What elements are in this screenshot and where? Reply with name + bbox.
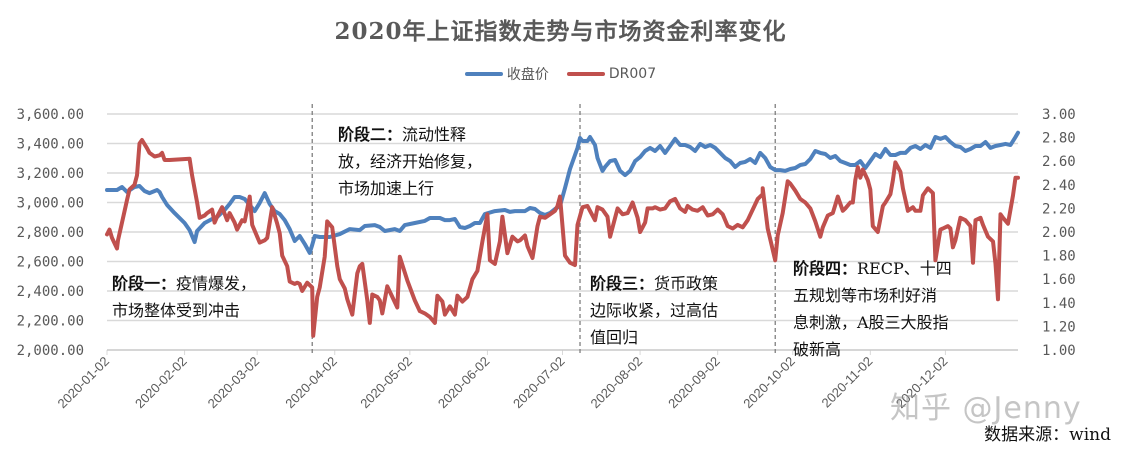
y-left-tick: 3,000.00 [17, 196, 84, 212]
legend-swatch-blue [464, 72, 503, 76]
y-left-tick: 2,000.00 [17, 343, 84, 359]
y-right-tick: 2.00 [1042, 225, 1076, 241]
annotation-head: 阶段二： [338, 125, 403, 144]
y-left-tick: 2,600.00 [17, 255, 84, 271]
annotation-phase-1: 阶段一：疫情爆发， 市场整体受到冲击 [112, 270, 256, 324]
y-right-tick: 2.40 [1042, 178, 1076, 194]
legend-item-dr007: DR007 [566, 64, 657, 84]
x-tick-label: 2020-03-02 [205, 354, 263, 412]
y-right-tick: 1.60 [1042, 272, 1076, 288]
watermark: 知乎 @Jenny [890, 391, 1082, 426]
annotation-phase-3: 阶段三：货币政策 边际收紧，过高估 值回归 [590, 270, 718, 351]
x-tick-label: 2020-05-02 [357, 354, 415, 412]
y-left-tick: 3,200.00 [17, 166, 84, 182]
y-right-tick: 1.20 [1042, 319, 1076, 335]
y-right-tick: 1.00 [1042, 343, 1076, 359]
annotation-body: RECP、十四 五规划等市场利好消 息刺激，A股三大股指 破新高 [793, 259, 952, 359]
legend-item-close-price: 收盘价 [464, 64, 549, 84]
annotation-phase-2: 阶段二：流动性释 放，经济开始修复， 市场加速上行 [338, 121, 482, 202]
y-left-tick: 3,600.00 [17, 107, 84, 123]
x-tick-label: 2020-08-02 [588, 354, 646, 412]
legend-swatch-red [566, 72, 605, 76]
dr007-line [105, 138, 1020, 338]
annotation-body: 货币政策 边际收紧，过高估 值回归 [590, 274, 719, 347]
legend-label: 收盘价 [506, 67, 549, 83]
y-right-tick: 1.80 [1042, 249, 1076, 265]
close-price-line [105, 130, 1020, 255]
y-left-tick: 2,800.00 [17, 225, 84, 241]
annotation-head: 阶段一： [112, 274, 177, 293]
y-right-tick: 2.60 [1042, 154, 1076, 170]
y-left-tick: 3,400.00 [17, 137, 84, 153]
y-left-tick: 2,400.00 [17, 284, 84, 300]
annotation-head: 阶段三： [590, 274, 655, 293]
y-right-tick: 1.40 [1042, 296, 1076, 312]
annotation-phase-4: 阶段四：RECP、十四 五规划等市场利好消 息刺激，A股三大股指 破新高 [793, 255, 952, 363]
x-tick-label: 2020-02-02 [132, 354, 190, 412]
annotation-body: 流动性释 放，经济开始修复， 市场加速上行 [338, 125, 483, 198]
x-tick-label: 2020-07-02 [510, 354, 568, 412]
x-tick-label: 2020-10-02 [740, 354, 798, 412]
legend-label: DR007 [608, 66, 657, 82]
chart-title: 2020年上证指数走势与市场资金利率变化 [334, 18, 787, 45]
y-right-tick: 2.20 [1042, 201, 1076, 217]
legend: 收盘价 DR007 [0, 64, 1121, 84]
y-left-tick: 2,200.00 [17, 314, 84, 330]
y-right-tick: 2.80 [1042, 131, 1076, 147]
x-tick-label: 2020-04-02 [282, 354, 340, 412]
annotation-body: 疫情爆发， 市场整体受到冲击 [112, 274, 257, 320]
data-source: 数据来源：wind [984, 425, 1111, 445]
x-tick-label: 2020-01-02 [54, 354, 112, 412]
annotation-head: 阶段四： [793, 259, 858, 278]
y-right-tick: 3.00 [1042, 107, 1076, 123]
x-tick-label: 2020-06-02 [435, 354, 493, 412]
x-tick-label: 2020-09-02 [665, 354, 723, 412]
